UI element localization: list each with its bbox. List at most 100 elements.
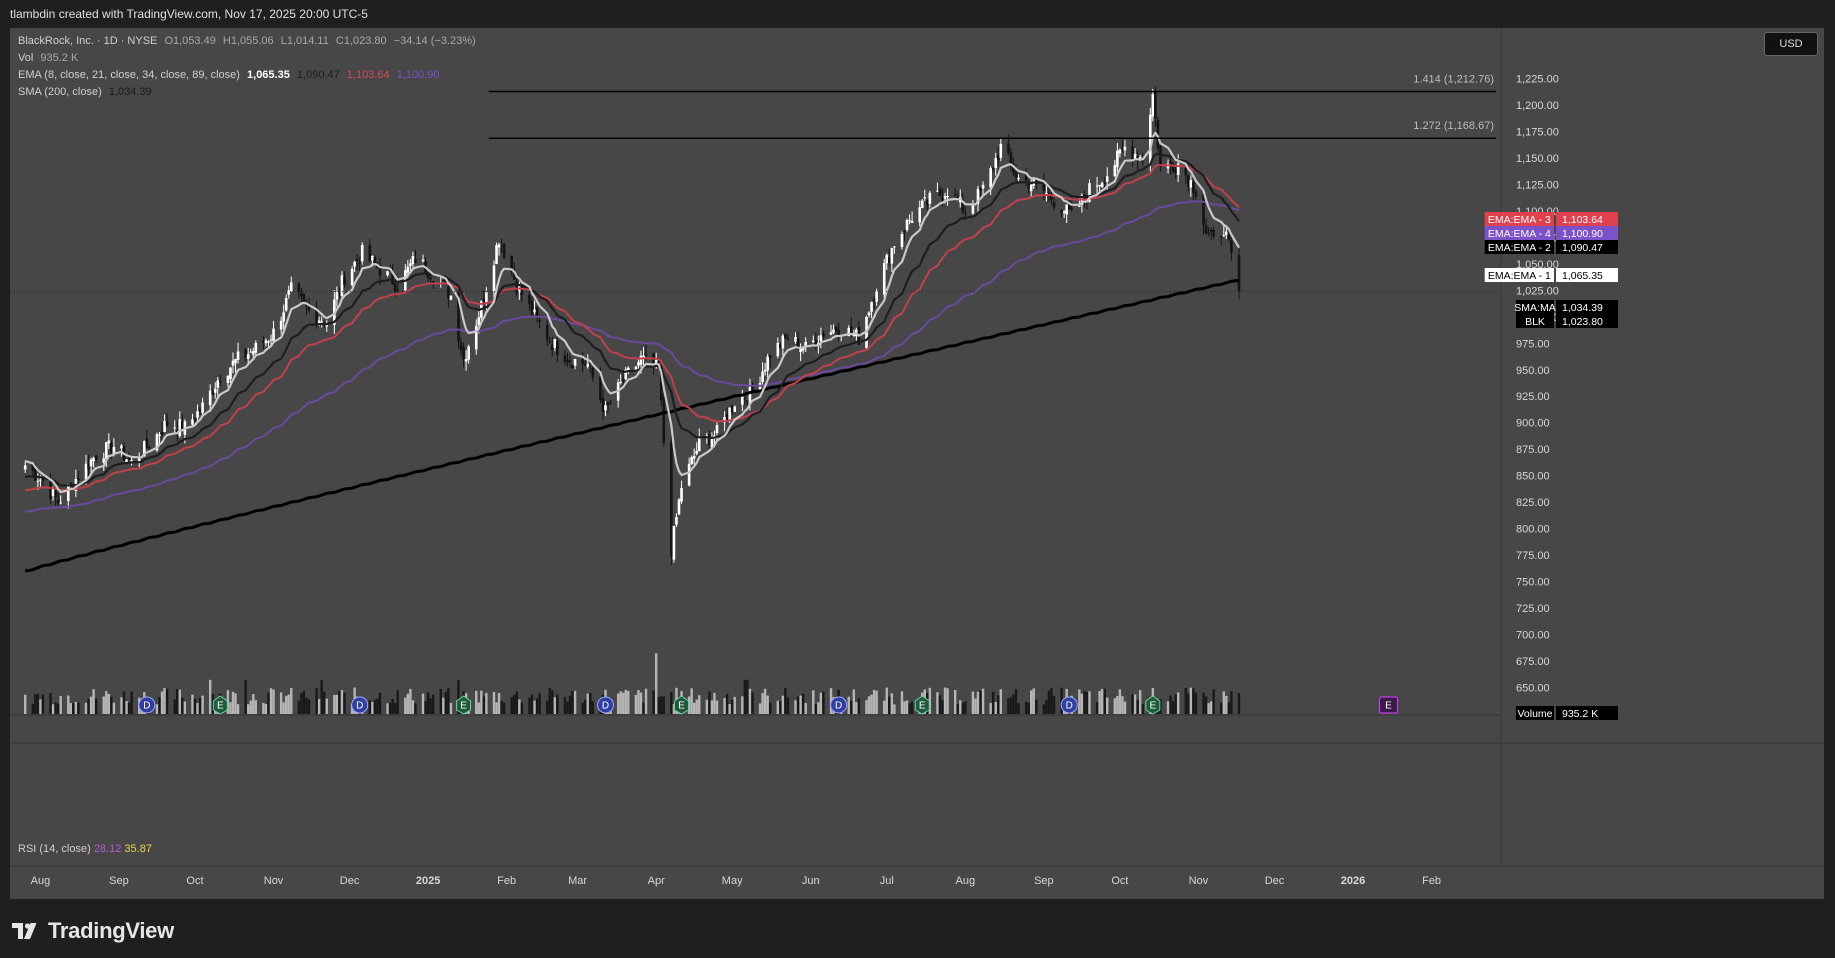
x-tick-label: 2026: [1341, 875, 1365, 887]
volume-bar: [181, 697, 184, 714]
volume-bar: [959, 700, 962, 714]
volume-bar: [741, 696, 744, 714]
price-chart[interactable]: 1,225.00 1,200.00 1,175.00 1,150.00 1,125.00…: [10, 28, 1824, 899]
candle: [254, 340, 258, 356]
volume-bar: [1050, 688, 1053, 714]
candle-body: [272, 328, 275, 342]
volume-bar: [107, 693, 111, 714]
candle-body: [355, 258, 359, 261]
price-tag-name-bg: [1516, 706, 1554, 720]
candle: [758, 376, 762, 392]
candle-body: [191, 419, 194, 425]
candle: [761, 362, 764, 385]
tradingview-logo[interactable]: TradingView: [12, 917, 174, 945]
y-tick-label: 875.00: [1516, 444, 1550, 456]
candle: [305, 299, 308, 315]
volume-bar: [178, 689, 181, 714]
price-tag-value: 1,034.39: [1562, 302, 1603, 314]
candle-body: [926, 199, 929, 205]
candle: [786, 334, 790, 340]
ema89-line: [25, 200, 1240, 513]
candle: [1187, 174, 1190, 192]
volume-bar: [315, 688, 318, 714]
candle-body: [208, 390, 212, 406]
candle-body: [282, 312, 285, 322]
volume-bar: [875, 690, 878, 714]
volume-bar: [110, 696, 113, 714]
candle-body: [953, 194, 957, 196]
candle-body: [586, 363, 590, 367]
candle-body: [672, 525, 676, 560]
marker-letter: E: [678, 701, 685, 712]
candle-body: [910, 220, 914, 223]
volume-bar: [208, 679, 212, 714]
y-tick-label: 1,175.00: [1516, 127, 1559, 139]
candle-body: [624, 369, 628, 380]
candle-body: [989, 168, 992, 188]
volume-bar: [548, 687, 551, 714]
volume-bar: [705, 699, 709, 714]
candle-body: [794, 336, 797, 342]
candle-body: [677, 499, 681, 515]
candle: [421, 254, 425, 263]
volume-bar: [999, 689, 1002, 714]
candle-body: [981, 184, 985, 189]
candle-body: [148, 447, 151, 449]
candle-body: [49, 481, 52, 499]
volume-bar: [262, 702, 265, 714]
candle-body: [145, 438, 149, 448]
volume-bar: [1209, 701, 1213, 714]
volume-bar: [236, 704, 240, 714]
candle-body: [781, 335, 785, 349]
candle-body: [900, 233, 904, 248]
candle-body: [834, 326, 838, 332]
volume-bar: [518, 699, 521, 714]
candle-body: [59, 502, 62, 504]
candle-body: [690, 457, 693, 465]
candle: [358, 256, 361, 272]
candle-body: [941, 197, 944, 200]
candle-body: [999, 143, 1003, 158]
candle-body: [639, 355, 643, 365]
earnings-marker: E: [674, 695, 690, 715]
candle-body: [538, 319, 541, 323]
price-tag-name: EMA:EMA - 1: [1488, 270, 1551, 282]
candle-body: [1007, 143, 1010, 154]
candle: [781, 333, 785, 357]
dividend-marker-icon: [351, 696, 369, 714]
candle: [267, 340, 270, 348]
volume-bar: [936, 692, 939, 714]
candle-body: [130, 460, 133, 462]
volume-bar: [870, 694, 873, 714]
volume-bar: [89, 696, 93, 714]
volume-bar: [1014, 689, 1018, 714]
volume-bar: [1035, 699, 1038, 714]
candle-body: [386, 271, 389, 276]
currency-button[interactable]: USD: [1764, 32, 1818, 56]
candle: [1184, 165, 1188, 184]
volume-bar: [105, 691, 108, 714]
candle: [287, 285, 291, 299]
y-tick-label: 1,150.00: [1516, 153, 1559, 165]
volume-bar: [396, 690, 399, 714]
candle: [350, 266, 354, 287]
volume-bar: [502, 702, 506, 714]
candle-body: [284, 297, 288, 311]
volume-bar: [176, 689, 179, 714]
volume-bar: [36, 693, 40, 714]
candle-body: [307, 304, 311, 311]
candle: [875, 288, 878, 306]
candle: [568, 355, 572, 369]
candle-body: [196, 411, 199, 418]
volume-bar: [852, 689, 856, 714]
volume-bar: [482, 696, 486, 714]
x-tick-label: Oct: [186, 875, 203, 887]
earnings-marker: E: [914, 695, 930, 715]
chart-panel[interactable]: 1,225.00 1,200.00 1,175.00 1,150.00 1,125.00…: [10, 28, 1824, 899]
candle-body: [728, 407, 731, 422]
volume-bar: [1141, 704, 1144, 714]
candle-body: [1052, 202, 1056, 208]
candle-body: [1095, 185, 1099, 187]
candle-body: [92, 457, 95, 462]
candle: [926, 199, 929, 211]
